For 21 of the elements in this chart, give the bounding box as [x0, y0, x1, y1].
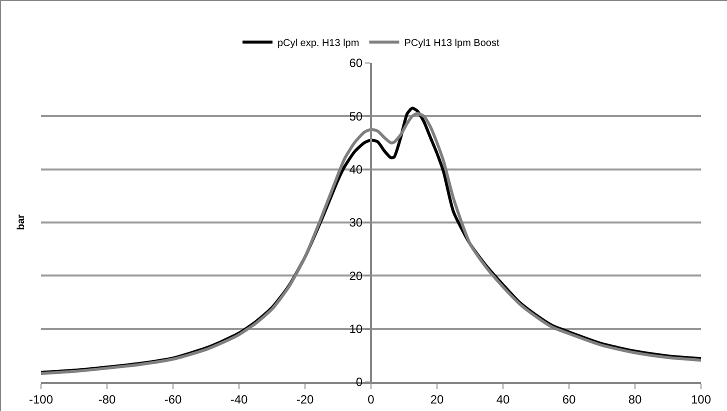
y-tick-label: 40 [349, 162, 363, 177]
legend-label: pCyl exp. H13 lpm [278, 38, 360, 50]
x-tick-label: -100 [28, 392, 54, 406]
x-tick-label: 40 [496, 392, 510, 406]
x-tick-label: 0 [368, 392, 375, 406]
legend-label: PCyl1 H13 lpm Boost [404, 38, 500, 50]
x-tick-label: 100 [690, 392, 712, 406]
x-tick-label: -40 [230, 392, 248, 406]
y-tick-label: 20 [349, 268, 363, 283]
y-tick-label: 30 [349, 216, 363, 230]
x-tick-label: -20 [296, 392, 314, 406]
y-tick-label: 0 [356, 375, 363, 390]
x-tick-label: -60 [164, 392, 182, 406]
x-tick-label: -80 [98, 392, 116, 406]
y-tick-label: 10 [349, 322, 363, 336]
x-tick-label: 20 [430, 392, 444, 406]
y-tick-label: 60 [349, 56, 363, 70]
x-tick-label: 80 [628, 392, 642, 406]
x-tick-label: 60 [562, 392, 576, 406]
y-axis-title: bar [16, 214, 27, 230]
y-tick-label: 50 [349, 109, 363, 124]
